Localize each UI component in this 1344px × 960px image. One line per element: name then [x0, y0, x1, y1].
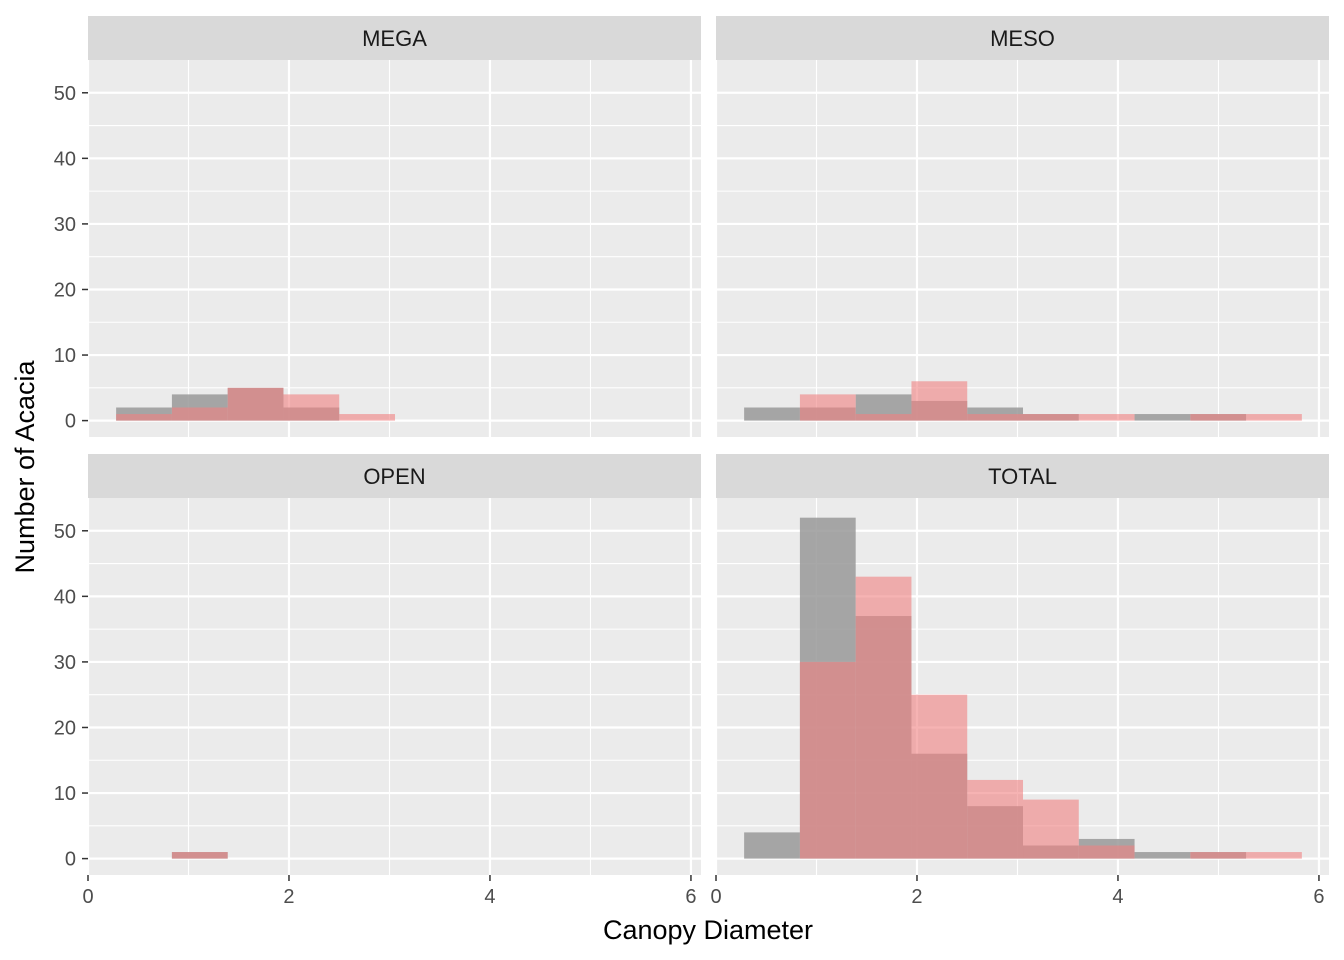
histogram-bar — [1134, 852, 1191, 859]
y-tick-label: 10 — [54, 345, 76, 367]
y-tick-label: 10 — [54, 783, 76, 805]
histogram-bar — [967, 779, 1024, 859]
facet-strip — [716, 16, 1329, 60]
x-tick-label: 2 — [283, 886, 294, 908]
histogram-bar — [227, 387, 284, 421]
y-tick-label: 30 — [54, 652, 76, 674]
y-tick-label: 0 — [65, 849, 76, 871]
panel-open: OPEN — [86, 454, 701, 875]
histogram-bar — [339, 414, 396, 421]
histogram-series-2 — [171, 852, 228, 859]
histogram-bar — [1078, 845, 1135, 859]
histogram-bar — [1134, 414, 1191, 421]
y-tick-label: 20 — [54, 279, 76, 301]
histogram-series-2 — [799, 576, 1302, 859]
y-tick-label: 50 — [54, 83, 76, 105]
histogram-bar — [283, 394, 340, 421]
y-tick-label: 30 — [54, 214, 76, 236]
histogram-bar — [799, 394, 856, 421]
histogram-series-2 — [799, 381, 1302, 421]
panel-meso: MESO — [714, 16, 1329, 437]
x-axis-title: Canopy Diameter — [603, 915, 813, 945]
histogram-bar — [855, 414, 912, 421]
histogram-bar — [744, 407, 800, 421]
y-axis-layer: 0 10 20 30 40 50 0 10 20 30 40 50 — [54, 83, 88, 871]
panel-background — [716, 60, 1329, 437]
panel-mega: MEGA — [86, 16, 701, 437]
facet-strip — [88, 454, 701, 498]
histogram-bar — [911, 381, 968, 421]
y-tick-label: 40 — [54, 586, 76, 608]
x-tick-label: 4 — [1112, 886, 1123, 908]
histogram-bar — [855, 576, 912, 859]
facet-strip-label: MESO — [990, 26, 1055, 51]
histogram-bar — [967, 414, 1024, 421]
histogram-bar — [1023, 799, 1079, 859]
x-tick-label: 0 — [710, 886, 721, 908]
panel-total: TOTAL — [714, 454, 1329, 875]
x-tick-label: 2 — [911, 886, 922, 908]
y-tick-label: 50 — [54, 521, 76, 543]
panel-background — [88, 60, 701, 437]
x-tick-label: 4 — [484, 886, 495, 908]
facet-strip — [88, 16, 701, 60]
histogram-bar — [1190, 414, 1247, 421]
y-axis-title: Number of Acacia — [10, 359, 40, 573]
y-tick-label: 40 — [54, 148, 76, 170]
histogram-bar — [1078, 414, 1135, 421]
y-tick-label: 0 — [65, 411, 76, 433]
panels-layer: MEGA MESO OPEN TOTAL — [86, 16, 1329, 875]
histogram-series-2 — [116, 387, 396, 421]
histogram-bar — [1246, 414, 1302, 421]
histogram-bar — [171, 852, 228, 859]
facet-strip — [716, 454, 1329, 498]
histogram-bar — [744, 832, 800, 859]
histogram-bar — [1246, 852, 1302, 859]
histogram-bar — [911, 694, 968, 859]
histogram-bar — [1023, 414, 1079, 421]
x-tick-label: 6 — [685, 886, 696, 908]
panel-background — [88, 498, 701, 875]
facet-strip-label: TOTAL — [988, 464, 1057, 489]
histogram-bar — [171, 407, 228, 421]
y-tick-label: 20 — [54, 717, 76, 739]
histogram-bar — [799, 661, 856, 859]
histogram-bar — [1190, 852, 1247, 859]
x-tick-label: 0 — [82, 886, 93, 908]
histogram-bar — [116, 414, 172, 421]
facet-strip-label: MEGA — [362, 26, 427, 51]
x-tick-label: 6 — [1313, 886, 1324, 908]
facet-strip-label: OPEN — [363, 464, 425, 489]
